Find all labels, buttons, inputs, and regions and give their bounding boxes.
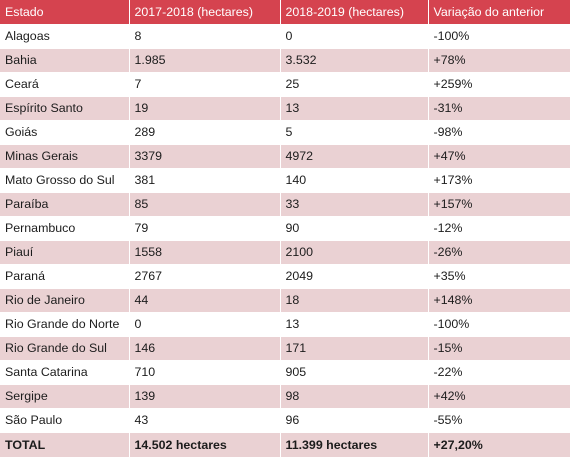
- cell-estado: Sergipe: [0, 384, 130, 409]
- table-row: Sergipe 139 98 +42%: [0, 384, 570, 409]
- cell-estado: Rio Grande do Sul: [0, 336, 130, 361]
- cell-2018-2019: 2049: [280, 264, 429, 289]
- cell-variacao: -100%: [428, 24, 570, 49]
- cell-2018-2019: 905: [280, 360, 429, 385]
- cell-variacao: -22%: [428, 360, 570, 385]
- cell-estado: Rio de Janeiro: [0, 288, 130, 313]
- cell-variacao: +78%: [428, 48, 570, 73]
- cell-variacao: +173%: [428, 168, 570, 193]
- cell-2018-2019: 96: [280, 408, 429, 433]
- cell-variacao: +148%: [428, 288, 570, 313]
- header-2018-2019: 2018-2019 (hectares): [280, 0, 429, 25]
- cell-estado: Santa Catarina: [0, 360, 130, 385]
- cell-2018-2019: 13: [280, 312, 429, 337]
- cell-2017-2018: 85: [129, 192, 281, 217]
- cell-estado: Rio Grande do Norte: [0, 312, 130, 337]
- cell-2018-2019: 98: [280, 384, 429, 409]
- table-row: Ceará 7 25 +259%: [0, 72, 570, 97]
- cell-estado: Piauí: [0, 240, 130, 265]
- cell-2018-2019: 3.532: [280, 48, 429, 73]
- cell-2018-2019: 25: [280, 72, 429, 97]
- cell-2018-2019: 2100: [280, 240, 429, 265]
- cell-variacao: -100%: [428, 312, 570, 337]
- cell-estado: Paraná: [0, 264, 130, 289]
- header-variacao: Variação do anterior: [428, 0, 570, 25]
- cell-2017-2018: 146: [129, 336, 281, 361]
- cell-2017-2018: 710: [129, 360, 281, 385]
- table-row: Paraná 2767 2049 +35%: [0, 264, 570, 289]
- table-row: Paraíba 85 33 +157%: [0, 192, 570, 217]
- cell-2017-2018: 2767: [129, 264, 281, 289]
- deforestation-table: Estado 2017-2018 (hectares) 2018-2019 (h…: [0, 0, 570, 458]
- cell-estado: Goiás: [0, 120, 130, 145]
- table-row: Goiás 289 5 -98%: [0, 120, 570, 145]
- cell-estado: São Paulo: [0, 408, 130, 433]
- cell-variacao: +47%: [428, 144, 570, 169]
- cell-2017-2018: 1558: [129, 240, 281, 265]
- cell-2017-2018: 7: [129, 72, 281, 97]
- table-body: Alagoas 8 0 -100% Bahia 1.985 3.532 +78%…: [0, 24, 570, 433]
- cell-2017-2018: 381: [129, 168, 281, 193]
- table-row: Rio Grande do Sul 146 171 -15%: [0, 336, 570, 361]
- header-estado: Estado: [0, 0, 130, 25]
- cell-2017-2018: 0: [129, 312, 281, 337]
- table-row: São Paulo 43 96 -55%: [0, 408, 570, 433]
- cell-variacao: -15%: [428, 336, 570, 361]
- table-row: Rio de Janeiro 44 18 +148%: [0, 288, 570, 313]
- cell-variacao: +157%: [428, 192, 570, 217]
- cell-variacao: -31%: [428, 96, 570, 121]
- cell-estado: Minas Gerais: [0, 144, 130, 169]
- table-row: Santa Catarina 710 905 -22%: [0, 360, 570, 385]
- cell-2017-2018: 8: [129, 24, 281, 49]
- cell-estado: Paraíba: [0, 192, 130, 217]
- cell-variacao: -26%: [428, 240, 570, 265]
- cell-2017-2018: 3379: [129, 144, 281, 169]
- cell-2017-2018: 43: [129, 408, 281, 433]
- table-row: Piauí 1558 2100 -26%: [0, 240, 570, 265]
- cell-2017-2018: 289: [129, 120, 281, 145]
- total-2017-2018: 14.502 hectares: [129, 432, 281, 458]
- cell-2018-2019: 171: [280, 336, 429, 361]
- cell-variacao: -12%: [428, 216, 570, 241]
- total-2018-2019: 11.399 hectares: [280, 432, 429, 458]
- cell-variacao: +259%: [428, 72, 570, 97]
- cell-2017-2018: 79: [129, 216, 281, 241]
- table-row: Espírito Santo 19 13 -31%: [0, 96, 570, 121]
- cell-estado: Alagoas: [0, 24, 130, 49]
- header-2017-2018: 2017-2018 (hectares): [129, 0, 281, 25]
- cell-2018-2019: 18: [280, 288, 429, 313]
- cell-2018-2019: 4972: [280, 144, 429, 169]
- table-header-row: Estado 2017-2018 (hectares) 2018-2019 (h…: [0, 0, 570, 25]
- cell-2018-2019: 90: [280, 216, 429, 241]
- cell-2018-2019: 33: [280, 192, 429, 217]
- cell-2018-2019: 140: [280, 168, 429, 193]
- table-row: Alagoas 8 0 -100%: [0, 24, 570, 49]
- cell-variacao: -98%: [428, 120, 570, 145]
- table-row: Bahia 1.985 3.532 +78%: [0, 48, 570, 73]
- cell-estado: Pernambuco: [0, 216, 130, 241]
- cell-2017-2018: 139: [129, 384, 281, 409]
- table-row: Minas Gerais 3379 4972 +47%: [0, 144, 570, 169]
- cell-estado: Ceará: [0, 72, 130, 97]
- table-row: Pernambuco 79 90 -12%: [0, 216, 570, 241]
- cell-2017-2018: 44: [129, 288, 281, 313]
- total-variacao: +27,20%: [428, 432, 570, 458]
- cell-variacao: +42%: [428, 384, 570, 409]
- cell-2018-2019: 5: [280, 120, 429, 145]
- cell-2017-2018: 1.985: [129, 48, 281, 73]
- total-label: TOTAL: [0, 432, 130, 458]
- table-total-row: TOTAL 14.502 hectares 11.399 hectares +2…: [0, 432, 570, 458]
- table-row: Mato Grosso do Sul 381 140 +173%: [0, 168, 570, 193]
- cell-estado: Espírito Santo: [0, 96, 130, 121]
- cell-estado: Mato Grosso do Sul: [0, 168, 130, 193]
- cell-variacao: -55%: [428, 408, 570, 433]
- cell-variacao: +35%: [428, 264, 570, 289]
- cell-2018-2019: 0: [280, 24, 429, 49]
- cell-2017-2018: 19: [129, 96, 281, 121]
- cell-estado: Bahia: [0, 48, 130, 73]
- cell-2018-2019: 13: [280, 96, 429, 121]
- table-row: Rio Grande do Norte 0 13 -100%: [0, 312, 570, 337]
